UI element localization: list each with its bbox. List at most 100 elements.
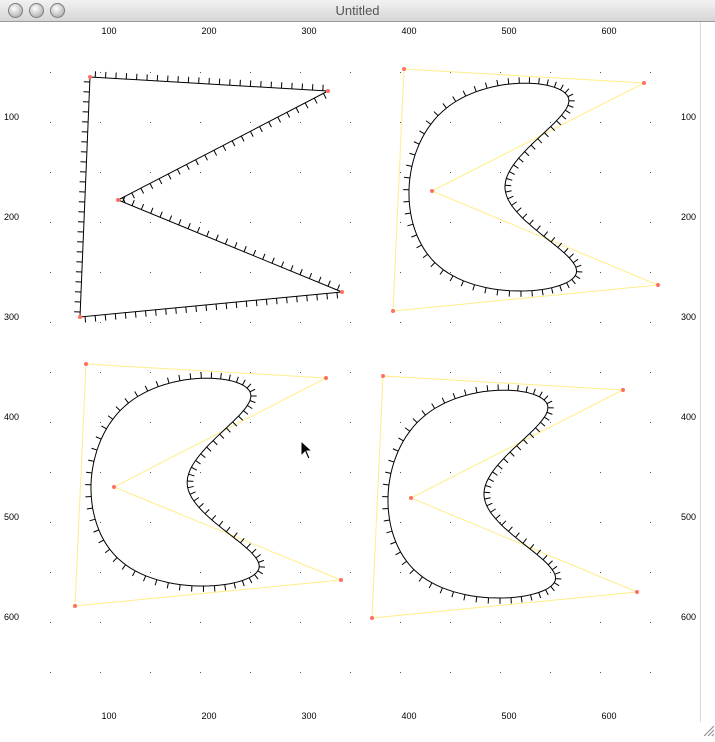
grid-dot xyxy=(200,272,201,273)
hatch-tick xyxy=(188,223,190,229)
hatch-tick xyxy=(189,474,195,476)
grid-dot xyxy=(400,372,401,373)
grid-dot xyxy=(300,322,301,323)
grid-dot xyxy=(150,622,151,623)
hatch-tick xyxy=(277,298,278,304)
hatch-tick xyxy=(453,393,455,399)
hatch-tick xyxy=(544,396,548,400)
hatch-tick xyxy=(168,174,171,179)
hatch-tick xyxy=(487,503,492,506)
hatch-tick xyxy=(575,276,580,279)
control-point xyxy=(430,189,434,193)
control-point xyxy=(112,485,116,489)
hatch-tick xyxy=(419,577,423,582)
grid-dot xyxy=(650,472,651,473)
hatch-tick xyxy=(566,283,569,288)
grid-dot xyxy=(550,272,551,273)
hatch-tick xyxy=(514,165,519,168)
window-titlebar: Untitled xyxy=(0,0,715,22)
hatch-tick xyxy=(179,584,180,590)
hatch-tick xyxy=(214,150,217,155)
hatch-tick xyxy=(229,375,230,381)
grid-dot xyxy=(150,472,151,473)
hatch-tick xyxy=(247,544,251,548)
grid-dot xyxy=(350,472,351,473)
hatch-tick xyxy=(122,565,126,570)
hatch-tick xyxy=(432,404,435,409)
hatch-tick xyxy=(250,389,255,392)
hatch-tick xyxy=(526,387,527,393)
hatch-tick xyxy=(246,301,247,307)
hatch-tick xyxy=(422,410,426,415)
x-tick-top: 100 xyxy=(101,26,116,36)
grid-dot xyxy=(600,472,601,473)
hatch-tick xyxy=(502,521,506,525)
hatch-tick xyxy=(207,231,209,237)
grid-dot xyxy=(450,622,451,623)
hatch-tick xyxy=(96,437,101,439)
control-point xyxy=(339,578,343,582)
drawing-canvas[interactable]: 100 200 300 400 500 600 100 200 300 400 … xyxy=(0,22,715,737)
hatch-tick xyxy=(533,389,535,395)
hatch-tick xyxy=(236,302,237,308)
hatch-tick xyxy=(540,422,545,426)
hatch-tick xyxy=(535,428,539,432)
grid-dot xyxy=(100,372,101,373)
hatch-tick xyxy=(337,292,338,298)
control-polygon xyxy=(75,364,341,606)
y-tick-right: 500 xyxy=(681,512,696,522)
hatch-tick xyxy=(296,108,299,113)
hatch-tick xyxy=(537,226,541,231)
grid-dot xyxy=(400,522,401,523)
hatch-tick xyxy=(569,254,573,258)
grid-dot xyxy=(50,572,51,573)
hatch-tick xyxy=(87,508,93,509)
hatch-tick xyxy=(323,93,326,98)
hatch-tick xyxy=(225,239,227,245)
hatch-tick xyxy=(517,208,522,212)
control-point xyxy=(78,315,82,319)
grid-dot xyxy=(150,272,151,273)
control-point xyxy=(370,616,374,620)
hatch-tick xyxy=(529,220,533,225)
grid-dot xyxy=(150,422,151,423)
grid-dot xyxy=(500,622,501,623)
control-point xyxy=(88,75,92,79)
hatch-tick xyxy=(278,117,281,122)
grid-dot xyxy=(150,522,151,523)
y-tick-right: 200 xyxy=(681,212,696,222)
hatch-tick xyxy=(116,407,120,411)
x-tick-bottom: 600 xyxy=(601,711,616,721)
hatch-tick xyxy=(307,295,308,301)
hatch-tick xyxy=(205,155,208,160)
hatch-tick xyxy=(507,179,513,181)
hatch-tick xyxy=(497,289,498,295)
grid-dot xyxy=(600,522,601,523)
hatch-tick xyxy=(305,103,308,108)
grid-dot xyxy=(50,322,51,323)
hatch-tick xyxy=(244,246,246,252)
x-tick-bottom: 200 xyxy=(201,711,216,721)
resize-grip-icon[interactable] xyxy=(700,722,715,737)
hatch-tick xyxy=(385,472,391,473)
hatch-tick xyxy=(88,460,94,461)
hatch-tick xyxy=(141,204,143,210)
hatch-tick xyxy=(547,401,552,404)
grid-dot xyxy=(350,122,351,123)
vertical-scrollbar[interactable] xyxy=(700,22,715,722)
grid-dot xyxy=(250,72,251,73)
hatch-tick xyxy=(113,557,117,561)
hatch-tick xyxy=(258,560,264,562)
hatch-tick xyxy=(504,459,508,463)
hatch-tick xyxy=(510,452,514,456)
hatch-tick xyxy=(508,78,509,84)
grid-dot xyxy=(400,672,401,673)
hatch-tick xyxy=(388,460,394,462)
grid-dot xyxy=(50,422,51,423)
hatch-tick xyxy=(419,131,424,134)
control-point xyxy=(73,604,77,608)
grid-dot xyxy=(350,72,351,73)
hatch-tick xyxy=(287,297,288,303)
grid-dot xyxy=(550,222,551,223)
hatch-tick xyxy=(309,273,311,279)
